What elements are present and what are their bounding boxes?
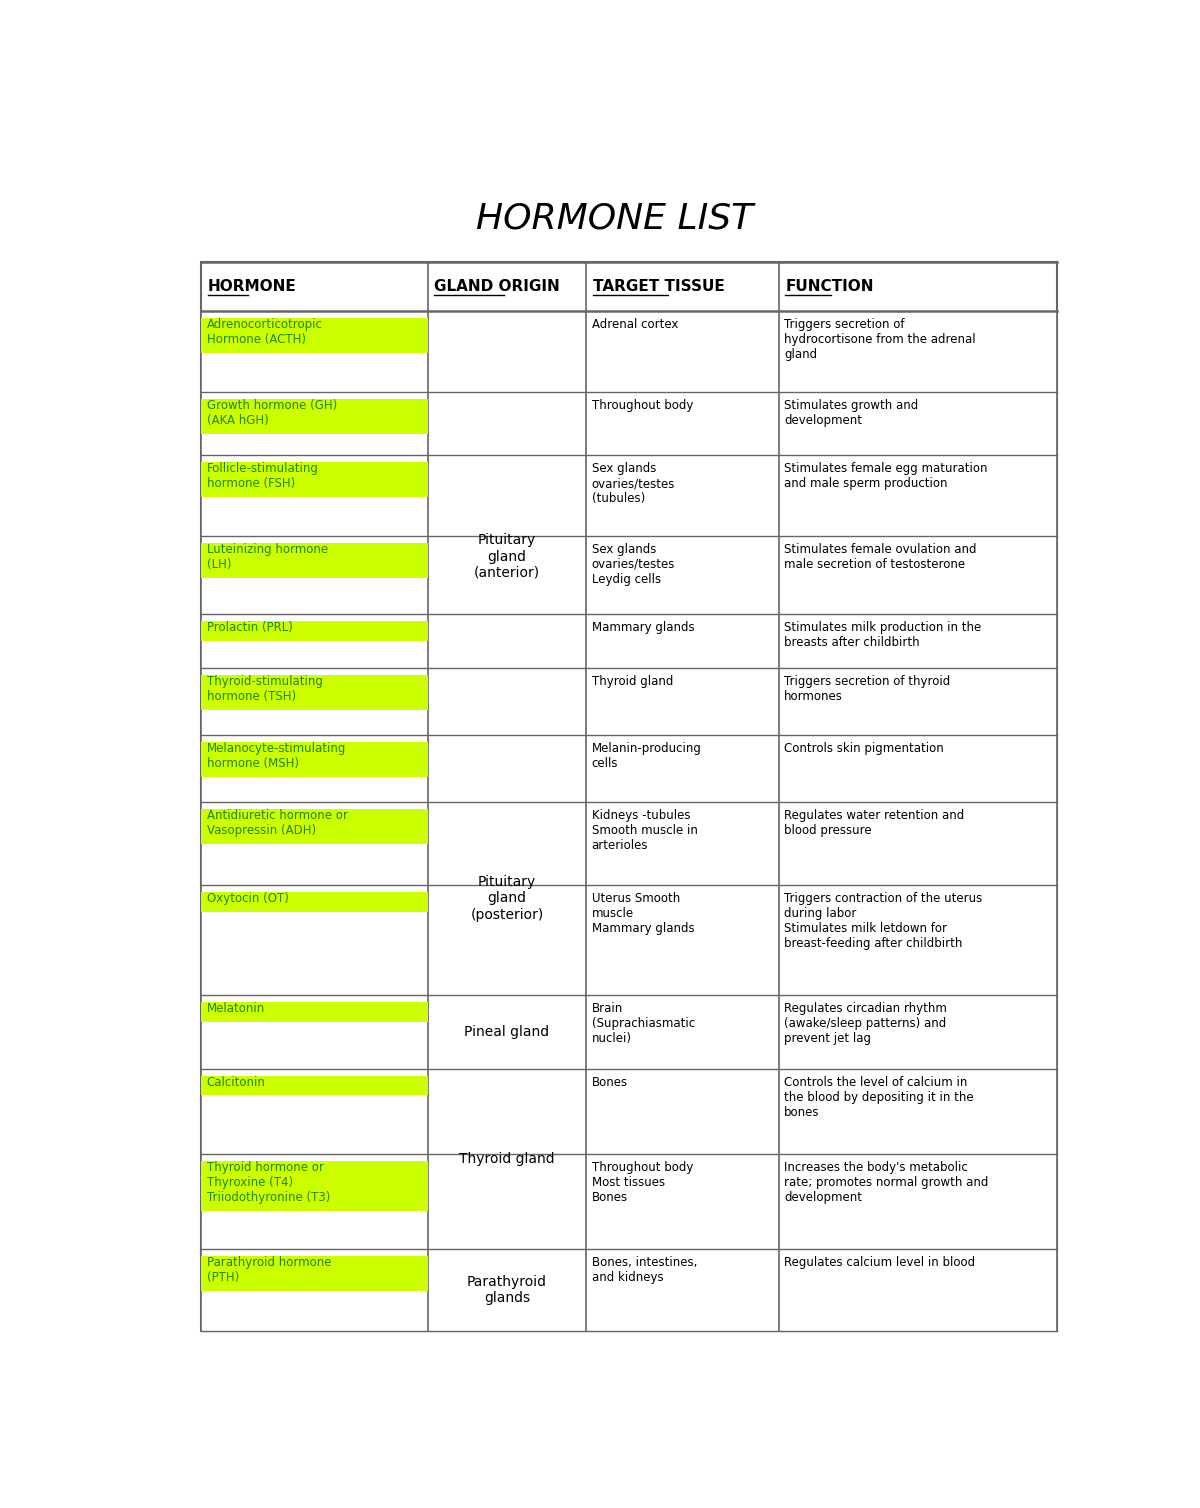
Text: Pituitary
gland
(posterior): Pituitary gland (posterior) <box>470 875 544 921</box>
Text: Kidneys -tubules
Smooth muscle in
arterioles: Kidneys -tubules Smooth muscle in arteri… <box>592 808 697 852</box>
Bar <box>202 455 1057 535</box>
Text: Melanin-producing
cells: Melanin-producing cells <box>592 742 702 771</box>
Bar <box>202 885 1057 995</box>
Text: Regulates calcium level in blood: Regulates calcium level in blood <box>785 1256 976 1270</box>
Bar <box>202 742 428 777</box>
Text: Brain
(Suprachiasmatic
nuclei): Brain (Suprachiasmatic nuclei) <box>592 1001 695 1045</box>
Text: Stimulates growth and
development: Stimulates growth and development <box>785 398 918 427</box>
Text: Thyroid hormone or
Thyroxine (T4)
Triiodothyronine (T3): Thyroid hormone or Thyroxine (T4) Triiod… <box>206 1161 330 1203</box>
Text: HORMONE LIST: HORMONE LIST <box>476 201 754 235</box>
Bar <box>202 1001 428 1022</box>
Text: Triggers contraction of the uterus
during labor
Stimulates milk letdown for
brea: Triggers contraction of the uterus durin… <box>785 893 983 950</box>
Text: Parathyroid hormone
(PTH): Parathyroid hormone (PTH) <box>206 1256 331 1283</box>
Bar <box>202 1249 1057 1330</box>
Text: Thyroid gland: Thyroid gland <box>592 676 673 688</box>
Text: Melanocyte-stimulating
hormone (MSH): Melanocyte-stimulating hormone (MSH) <box>206 742 346 771</box>
Bar <box>202 1256 428 1291</box>
Text: Oxytocin (OT): Oxytocin (OT) <box>206 893 289 905</box>
Text: Pituitary
gland
(anterior): Pituitary gland (anterior) <box>474 534 540 579</box>
Text: Mammary glands: Mammary glands <box>592 621 695 635</box>
Bar <box>202 893 428 912</box>
Bar <box>202 808 428 843</box>
Text: Pineal gland: Pineal gland <box>464 1025 550 1039</box>
Bar <box>202 1069 1057 1154</box>
Bar <box>202 463 428 498</box>
Text: Regulates water retention and
blood pressure: Regulates water retention and blood pres… <box>785 808 965 837</box>
Text: Growth hormone (GH)
(AKA hGH): Growth hormone (GH) (AKA hGH) <box>206 398 337 427</box>
Bar <box>202 543 428 578</box>
Text: Increases the body's metabolic
rate; promotes normal growth and
development: Increases the body's metabolic rate; pro… <box>785 1161 989 1203</box>
Bar <box>202 668 1057 734</box>
Text: Parathyroid
glands: Parathyroid glands <box>467 1274 547 1304</box>
Bar <box>202 392 1057 455</box>
Text: Thyroid-stimulating
hormone (TSH): Thyroid-stimulating hormone (TSH) <box>206 676 323 703</box>
Text: Calcitonin: Calcitonin <box>206 1075 265 1089</box>
Text: GLAND ORIGIN: GLAND ORIGIN <box>434 279 560 294</box>
Bar <box>202 1154 1057 1249</box>
Bar <box>202 995 1057 1069</box>
Bar <box>202 311 1057 392</box>
Bar <box>202 676 428 710</box>
Text: Throughout body
Most tissues
Bones: Throughout body Most tissues Bones <box>592 1161 694 1203</box>
Text: Sex glands
ovaries/testes
Leydig cells: Sex glands ovaries/testes Leydig cells <box>592 543 676 587</box>
Text: Bones, intestines,
and kidneys: Bones, intestines, and kidneys <box>592 1256 697 1283</box>
Text: Throughout body: Throughout body <box>592 398 694 412</box>
Text: TARGET TISSUE: TARGET TISSUE <box>593 279 725 294</box>
Text: Stimulates female egg maturation
and male sperm production: Stimulates female egg maturation and mal… <box>785 463 988 490</box>
Text: Sex glands
ovaries/testes
(tubules): Sex glands ovaries/testes (tubules) <box>592 463 676 505</box>
Text: Stimulates milk production in the
breasts after childbirth: Stimulates milk production in the breast… <box>785 621 982 650</box>
Text: Uterus Smooth
muscle
Mammary glands: Uterus Smooth muscle Mammary glands <box>592 893 695 935</box>
Bar <box>202 398 428 433</box>
Bar <box>202 1161 428 1211</box>
Bar <box>202 614 1057 668</box>
Text: Controls the level of calcium in
the blood by depositing it in the
bones: Controls the level of calcium in the blo… <box>785 1075 974 1119</box>
Bar <box>202 1075 428 1095</box>
Text: Prolactin (PRL): Prolactin (PRL) <box>206 621 293 635</box>
Text: Controls skin pigmentation: Controls skin pigmentation <box>785 742 944 756</box>
Bar <box>202 734 1057 802</box>
Bar <box>202 318 428 353</box>
Text: Thyroid gland: Thyroid gland <box>460 1152 554 1166</box>
Text: Regulates circadian rhythm
(awake/sleep patterns) and
prevent jet lag: Regulates circadian rhythm (awake/sleep … <box>785 1001 947 1045</box>
Text: HORMONE: HORMONE <box>208 279 296 294</box>
Text: Triggers secretion of
hydrocortisone from the adrenal
gland: Triggers secretion of hydrocortisone fro… <box>785 318 976 362</box>
Bar <box>202 621 428 641</box>
Text: Bones: Bones <box>592 1075 628 1089</box>
Text: Stimulates female ovulation and
male secretion of testosterone: Stimulates female ovulation and male sec… <box>785 543 977 572</box>
Text: Melatonin: Melatonin <box>206 1001 265 1015</box>
Text: Triggers secretion of thyroid
hormones: Triggers secretion of thyroid hormones <box>785 676 950 703</box>
Text: Follicle-stimulating
hormone (FSH): Follicle-stimulating hormone (FSH) <box>206 463 319 490</box>
Text: FUNCTION: FUNCTION <box>785 279 874 294</box>
Bar <box>202 535 1057 614</box>
Text: Adrenocorticotropic
Hormone (ACTH): Adrenocorticotropic Hormone (ACTH) <box>206 318 323 347</box>
Text: Adrenal cortex: Adrenal cortex <box>592 318 678 332</box>
Text: Luteinizing hormone
(LH): Luteinizing hormone (LH) <box>206 543 328 572</box>
Text: Antidiuretic hormone or
Vasopressin (ADH): Antidiuretic hormone or Vasopressin (ADH… <box>206 808 348 837</box>
Bar <box>202 802 1057 885</box>
